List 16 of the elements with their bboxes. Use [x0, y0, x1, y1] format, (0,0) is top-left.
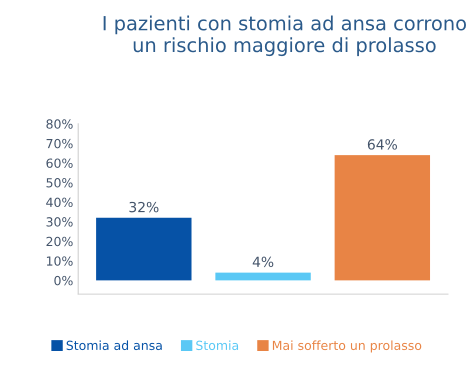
- y-tick-label: 50%: [46, 178, 73, 188]
- data-label: 32%: [129, 202, 158, 212]
- legend-label: Stomia: [196, 340, 238, 350]
- data-label: 64%: [368, 139, 398, 150]
- legend-label: Stomia ad ansa: [66, 340, 162, 350]
- y-tick-label: 30%: [46, 217, 73, 227]
- data-label: 4%: [252, 256, 274, 268]
- y-tick-label: 60%: [46, 158, 73, 168]
- y-tick-label: 10%: [46, 256, 73, 266]
- y-tick-label: 20%: [46, 236, 73, 246]
- y-tick-label: 40%: [46, 198, 73, 208]
- y-tick-label: 80%: [46, 119, 73, 129]
- y-tick-label: 0%: [54, 276, 73, 286]
- chart-title: I pazienti con stomia ad ansa corrono un rischio maggiore di prolasso: [104, 15, 466, 56]
- y-tick-label: 70%: [46, 138, 73, 148]
- legend-label: Mai sofferto un prolasso: [272, 340, 422, 353]
